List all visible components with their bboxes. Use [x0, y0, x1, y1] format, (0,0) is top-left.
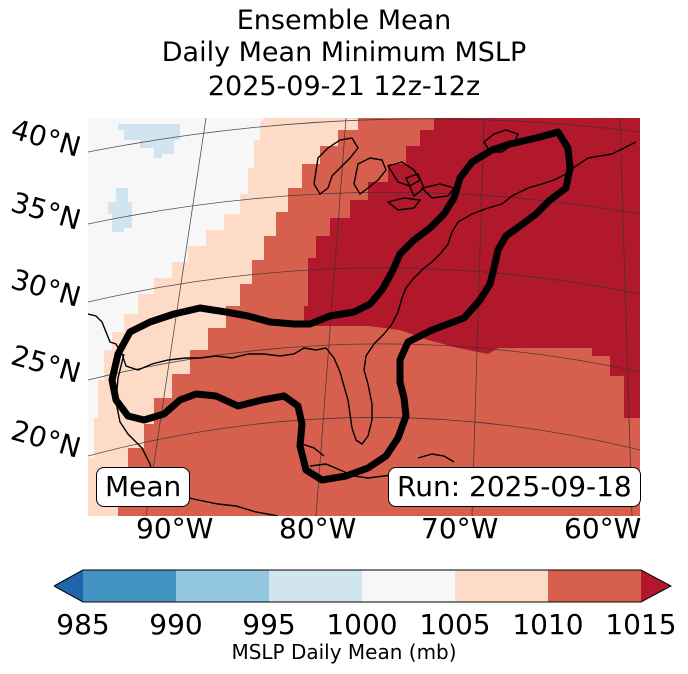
lon-label-70: 70°W [421, 512, 499, 545]
colorbar-tick-1000: 1000 [326, 608, 398, 641]
colorbar [54, 569, 672, 603]
colorbar-bin-1005-1010 [455, 570, 548, 602]
colorbar-tick-1010: 1010 [512, 608, 584, 641]
lat-label-30: 30°N [7, 262, 85, 314]
run-date-annotation: Run: 2025-09-18 [388, 467, 641, 507]
title-line-1: Ensemble Mean [236, 5, 452, 36]
lon-label-90: 90°W [136, 512, 214, 545]
lat-label-25: 25°N [7, 338, 85, 390]
lon-label-60: 60°W [564, 512, 642, 545]
map-svg [87, 117, 641, 517]
colorbar-bin-985-990 [83, 570, 176, 602]
lat-label-20: 20°N [7, 413, 85, 465]
colorbar-bin-1010-1015 [548, 570, 641, 602]
title-line-3: 2025-09-21 12z-12z [207, 71, 481, 102]
colorbar-extend-high [641, 570, 671, 602]
lat-label-40: 40°N [7, 112, 85, 164]
probability-contour [108, 128, 574, 484]
colorbar-tick-1005: 1005 [419, 608, 491, 641]
lat-label-35: 35°N [7, 185, 85, 237]
mean-annotation: Mean [96, 467, 191, 507]
graticule [87, 117, 641, 517]
colorbar-bin-995-1000 [269, 570, 362, 602]
pressure-field-995-mid [108, 188, 132, 232]
colorbar-bin-1000-1005 [362, 570, 455, 602]
lon-label-80: 80°W [279, 512, 357, 545]
colorbar-bin-990-995 [176, 570, 269, 602]
colorbar-tick-1015: 1015 [605, 608, 677, 641]
colorbar-tick-990: 990 [149, 608, 203, 641]
colorbar-extend-low [54, 570, 83, 602]
title-line-2: Daily Mean Minimum MSLP [161, 37, 527, 68]
map-panel [87, 117, 641, 517]
colorbar-outline [54, 569, 672, 603]
colorbar-tick-995: 995 [242, 608, 296, 641]
colorbar-tick-985: 985 [56, 608, 110, 641]
colorbar-label: MSLP Daily Mean (mb) [231, 640, 457, 664]
